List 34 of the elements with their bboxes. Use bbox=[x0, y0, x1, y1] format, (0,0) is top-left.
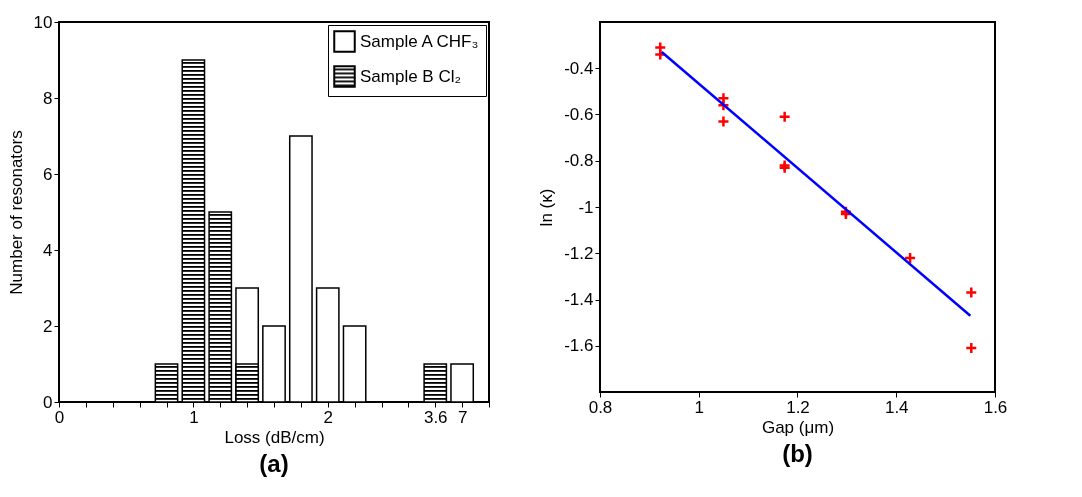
y-tick-label: 2 bbox=[43, 316, 53, 336]
point bbox=[778, 110, 791, 124]
y-tick-label: 4 bbox=[43, 240, 53, 260]
y-tick-label: -1.6 bbox=[564, 336, 594, 356]
y-tick-label: -1.2 bbox=[564, 243, 594, 263]
y-tick-label: -0.6 bbox=[564, 105, 594, 124]
y-axis-title: ln (κ) bbox=[537, 188, 557, 227]
point bbox=[903, 251, 917, 265]
y-tick-label: 6 bbox=[43, 164, 53, 184]
x-axis-title: Gap (μm) bbox=[761, 417, 835, 437]
x-tick-label: 0.8 bbox=[588, 397, 613, 417]
legend-label: Sample A CHF₃ bbox=[360, 31, 479, 51]
point bbox=[717, 115, 730, 128]
y-tick-label: 8 bbox=[43, 88, 53, 108]
text: (a) bbox=[259, 450, 289, 477]
y-axis-title: Number of resonators bbox=[6, 130, 26, 295]
point bbox=[965, 341, 978, 355]
legend-label: Sample B Cl₂ bbox=[360, 66, 462, 86]
y-tick-label: 10 bbox=[33, 12, 53, 32]
x-tick-label: 1 bbox=[189, 407, 199, 427]
x-tick-label: 1 bbox=[694, 397, 704, 417]
text: (b) bbox=[782, 440, 813, 467]
x-tick-label: 2 bbox=[323, 407, 333, 427]
x-axis-title: Loss (dB/cm) bbox=[224, 427, 325, 447]
point bbox=[965, 286, 978, 299]
y-tick-label: -0.8 bbox=[564, 151, 594, 171]
x-tick-label: 1.2 bbox=[786, 397, 810, 417]
x-tick-label: 1.4 bbox=[884, 397, 909, 417]
x-tick-label: 1.6 bbox=[983, 397, 1008, 417]
x-tick-label: 3.6 bbox=[423, 407, 448, 427]
y-tick-label: -0.4 bbox=[564, 58, 594, 78]
y-tick-label: -1 bbox=[578, 197, 594, 217]
y-tick-label: -1.4 bbox=[564, 290, 594, 309]
x-tick-label: 7 bbox=[457, 407, 468, 427]
